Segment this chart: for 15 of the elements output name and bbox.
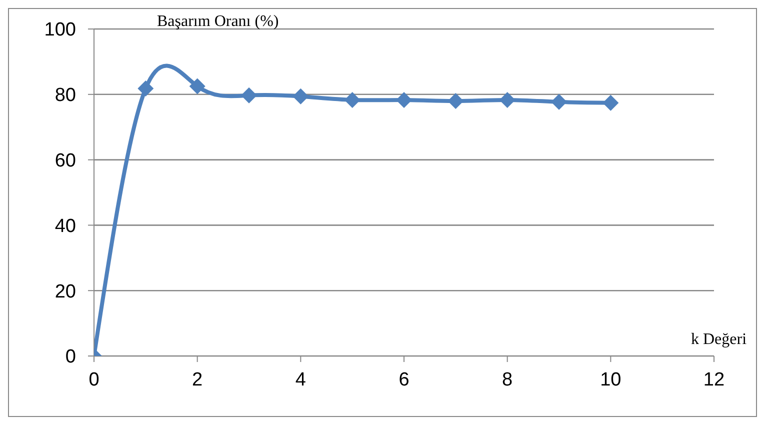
y-tick-label: 60 <box>54 150 76 172</box>
y-tick-label: 40 <box>54 216 76 237</box>
x-tick-label: 4 <box>295 369 306 390</box>
x-tick-label: 0 <box>88 369 100 390</box>
x-tick-label: 8 <box>502 369 513 390</box>
x-tick-label: 12 <box>703 369 725 390</box>
y-tick-label: 80 <box>54 85 76 106</box>
x-tick-label: 10 <box>600 369 622 390</box>
y-tick-label: 0 <box>65 346 76 368</box>
x-axis-title: k Değeri <box>691 331 747 349</box>
x-tick-label: 2 <box>192 369 203 390</box>
y-tick-label: 100 <box>44 20 76 41</box>
y-tick-label: 20 <box>54 281 76 302</box>
x-tick-label: 6 <box>398 369 410 390</box>
y-axis-title: Başarım Oranı (%) <box>157 13 279 31</box>
